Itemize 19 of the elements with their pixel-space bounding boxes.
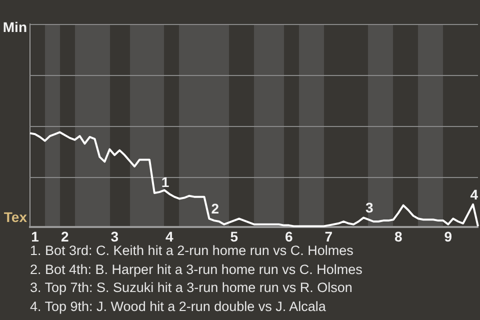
annotation: 1 [161, 174, 170, 190]
x-tick-label: 4 [165, 228, 174, 244]
text: Tex [4, 209, 28, 226]
text: 2. Bot 4th: B. Harper hit a 3-run home run vs C. Holmes [30, 260, 362, 279]
text: 4. Top 9th: J. Wood hit a 2-run double vs J. Alcala [30, 298, 327, 316]
x-tick-label: 7 [324, 228, 333, 244]
annotation: 4 [470, 186, 478, 202]
x-tick-label: 2 [60, 228, 69, 244]
x-tick-label: 9 [444, 228, 452, 244]
text: 1. Bot 3rd: C. Keith hit a 2-run home run vs C. Holmes [30, 242, 354, 260]
annotation: 2 [211, 200, 220, 217]
annotation: 3 [366, 200, 374, 216]
text: Min [2, 18, 27, 35]
x-tick-label: 5 [230, 228, 238, 244]
text: 3. Top 7th: S. Suzuki hit a 3-run home run vs R. Olson [30, 279, 354, 297]
x-tick-label: 1 [31, 228, 40, 244]
x-tick-label: 8 [394, 228, 402, 244]
x-tick-label: 6 [284, 228, 293, 244]
x-tick-label: 3 [110, 228, 119, 244]
